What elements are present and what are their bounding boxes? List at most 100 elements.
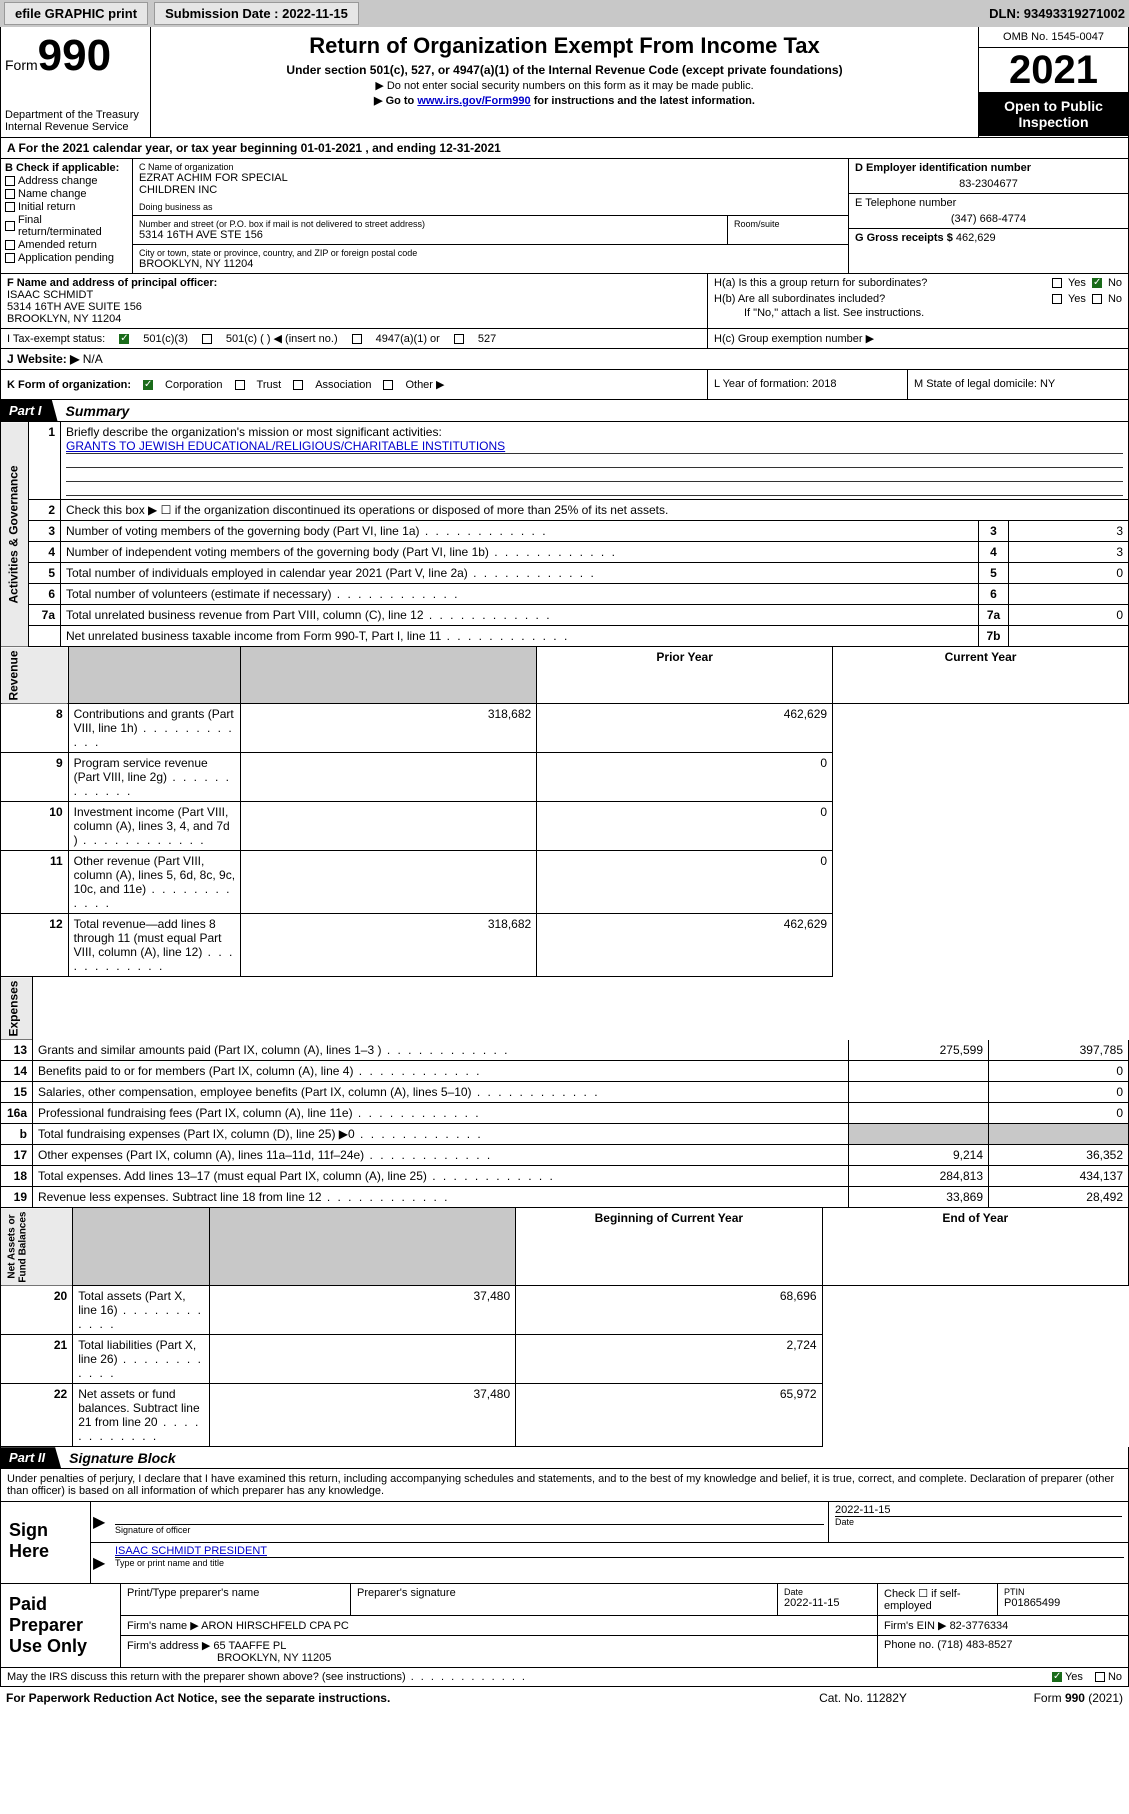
gov-box-2: 5 bbox=[979, 563, 1009, 584]
chk-4947[interactable] bbox=[352, 334, 362, 344]
chk-initial-return[interactable] bbox=[5, 202, 15, 212]
firm-phone: Phone no. (718) 483-8527 bbox=[878, 1636, 1128, 1667]
gov-num-1: 4 bbox=[29, 542, 61, 563]
rev-blank-num bbox=[68, 647, 241, 704]
rev-curr-3: 0 bbox=[537, 851, 833, 914]
net-num-2: 22 bbox=[1, 1384, 73, 1447]
k-label: K Form of organization: bbox=[7, 379, 131, 391]
goto-suffix: for instructions and the latest informat… bbox=[531, 95, 755, 107]
firm-name: Firm's name ▶ ARON HIRSCHFELD CPA PC bbox=[121, 1616, 878, 1635]
org-name-block: C Name of organization EZRAT ACHIM FOR S… bbox=[133, 159, 848, 216]
block-bcd: B Check if applicable: Address change Na… bbox=[0, 159, 1129, 274]
net-desc-1: Total liabilities (Part X, line 26) bbox=[73, 1335, 210, 1384]
efile-graphic-label[interactable]: efile GRAPHIC print bbox=[4, 2, 148, 25]
rev-num-3: 11 bbox=[1, 851, 69, 914]
exp-curr-3: 0 bbox=[989, 1103, 1129, 1124]
ein-label: D Employer identification number bbox=[855, 162, 1122, 174]
hb-note: If "No," attach a list. See instructions… bbox=[714, 307, 1122, 319]
summary-table: Activities & Governance 1 Briefly descri… bbox=[0, 422, 1129, 647]
prep-name-label: Print/Type preparer's name bbox=[121, 1584, 351, 1615]
gov-num-4: 7a bbox=[29, 605, 61, 626]
addr-row: Number and street (or P.O. box if mail i… bbox=[133, 216, 848, 245]
chk-discuss-no[interactable] bbox=[1095, 1672, 1105, 1682]
rev-desc-0: Contributions and grants (Part VIII, lin… bbox=[68, 704, 241, 753]
row-i: I Tax-exempt status: 501(c)(3) 501(c) ( … bbox=[0, 329, 1129, 349]
exp-curr-7: 28,492 bbox=[989, 1187, 1129, 1208]
exp-prior-0: 275,599 bbox=[849, 1040, 989, 1061]
chk-address-change[interactable] bbox=[5, 176, 15, 186]
chk-name-change[interactable] bbox=[5, 189, 15, 199]
submission-date-label: Submission Date : 2022-11-15 bbox=[154, 2, 359, 25]
gov-desc-4: Total unrelated business revenue from Pa… bbox=[61, 605, 979, 626]
lbl-no2: No bbox=[1108, 293, 1122, 305]
lbl-application-pending: Application pending bbox=[18, 252, 114, 264]
part2-header-row: Part II Signature Block bbox=[0, 1447, 1129, 1469]
chk-corp[interactable] bbox=[143, 380, 153, 390]
line-a-tax-year: A For the 2021 calendar year, or tax yea… bbox=[0, 138, 1129, 159]
dept-irs: Internal Revenue Service bbox=[5, 121, 146, 133]
lbl-4947: 4947(a)(1) or bbox=[376, 333, 440, 345]
chk-amended-return[interactable] bbox=[5, 240, 15, 250]
sig-date-value: 2022-11-15 bbox=[835, 1504, 1122, 1516]
part1-header-row: Part I Summary bbox=[0, 400, 1129, 422]
officer-name-title[interactable]: ISAAC SCHMIDT PRESIDENT bbox=[115, 1545, 1124, 1557]
chk-other[interactable] bbox=[383, 380, 393, 390]
gov-box-5: 7b bbox=[979, 626, 1009, 647]
exp-num-0: 13 bbox=[1, 1040, 33, 1061]
discuss-text: May the IRS discuss this return with the… bbox=[7, 1671, 1052, 1683]
lbl-no: No bbox=[1108, 277, 1122, 289]
chk-ha-no[interactable] bbox=[1092, 278, 1102, 288]
net-curr-1: 2,724 bbox=[516, 1335, 822, 1384]
addr-main: Number and street (or P.O. box if mail i… bbox=[133, 216, 728, 244]
col-end-year: End of Year bbox=[822, 1208, 1128, 1286]
line-a-start: 01-01-2021 bbox=[301, 141, 362, 155]
net-desc-0: Total assets (Part X, line 16) bbox=[73, 1286, 210, 1335]
chk-discuss-yes[interactable] bbox=[1052, 1672, 1062, 1682]
exp-num-6: 18 bbox=[1, 1166, 33, 1187]
chk-assoc[interactable] bbox=[293, 380, 303, 390]
chk-trust[interactable] bbox=[235, 380, 245, 390]
prep-sig-label: Preparer's signature bbox=[351, 1584, 778, 1615]
gov-desc-1: Number of independent voting members of … bbox=[61, 542, 979, 563]
part2-title: Signature Block bbox=[61, 1450, 176, 1466]
mission-text[interactable]: GRANTS TO JEWISH EDUCATIONAL/RELIGIOUS/C… bbox=[66, 439, 1123, 454]
chk-501c3[interactable] bbox=[119, 334, 129, 344]
dln-label: DLN: 93493319271002 bbox=[989, 6, 1125, 21]
vert-expenses: Expenses bbox=[1, 977, 33, 1040]
sign-right: ▶ Signature of officer 2022-11-15 Date ▶… bbox=[91, 1502, 1128, 1583]
chk-ha-yes[interactable] bbox=[1052, 278, 1062, 288]
mission-line4 bbox=[66, 482, 1123, 496]
addr-value: 5314 16TH AVE STE 156 bbox=[139, 229, 721, 241]
rev-curr-2: 0 bbox=[537, 802, 833, 851]
gov-desc-5: Net unrelated business taxable income fr… bbox=[61, 626, 979, 647]
omb-number: OMB No. 1545-0047 bbox=[979, 27, 1128, 48]
sig-name-label: Type or print name and title bbox=[115, 1557, 1124, 1568]
rev-curr-0: 462,629 bbox=[537, 704, 833, 753]
gov-box-3: 6 bbox=[979, 584, 1009, 605]
officer-name: ISAAC SCHMIDT bbox=[7, 289, 701, 301]
chk-hb-yes[interactable] bbox=[1052, 294, 1062, 304]
gov-num-3: 6 bbox=[29, 584, 61, 605]
revenue-table: Revenue Prior Year Current Year 8 Contri… bbox=[0, 647, 1129, 977]
officer-addr2: BROOKLYN, NY 11204 bbox=[7, 313, 701, 325]
rev-num-1: 9 bbox=[1, 753, 69, 802]
lbl-trust: Trust bbox=[257, 379, 282, 391]
dept-treasury: Department of the Treasury bbox=[5, 109, 146, 121]
rev-num-2: 10 bbox=[1, 802, 69, 851]
chk-501c[interactable] bbox=[202, 334, 212, 344]
firm-ein: Firm's EIN ▶ 82-3776334 bbox=[878, 1616, 1128, 1635]
sig-arrow-1: ▶ bbox=[91, 1502, 111, 1542]
exp-desc-2: Salaries, other compensation, employee b… bbox=[33, 1082, 849, 1103]
sig-officer[interactable]: Signature of officer bbox=[111, 1502, 828, 1542]
irs-link[interactable]: www.irs.gov/Form990 bbox=[417, 95, 530, 107]
part1-badge: Part I bbox=[1, 400, 58, 421]
chk-527[interactable] bbox=[454, 334, 464, 344]
chk-application-pending[interactable] bbox=[5, 253, 15, 263]
dba-label: Doing business as bbox=[139, 202, 842, 212]
chk-hb-no[interactable] bbox=[1092, 294, 1102, 304]
net-curr-2: 65,972 bbox=[516, 1384, 822, 1447]
chk-final-return[interactable] bbox=[5, 221, 15, 231]
q2-num: 2 bbox=[29, 500, 61, 521]
net-num-0: 20 bbox=[1, 1286, 73, 1335]
form-header: Form990 Department of the Treasury Inter… bbox=[0, 27, 1129, 138]
